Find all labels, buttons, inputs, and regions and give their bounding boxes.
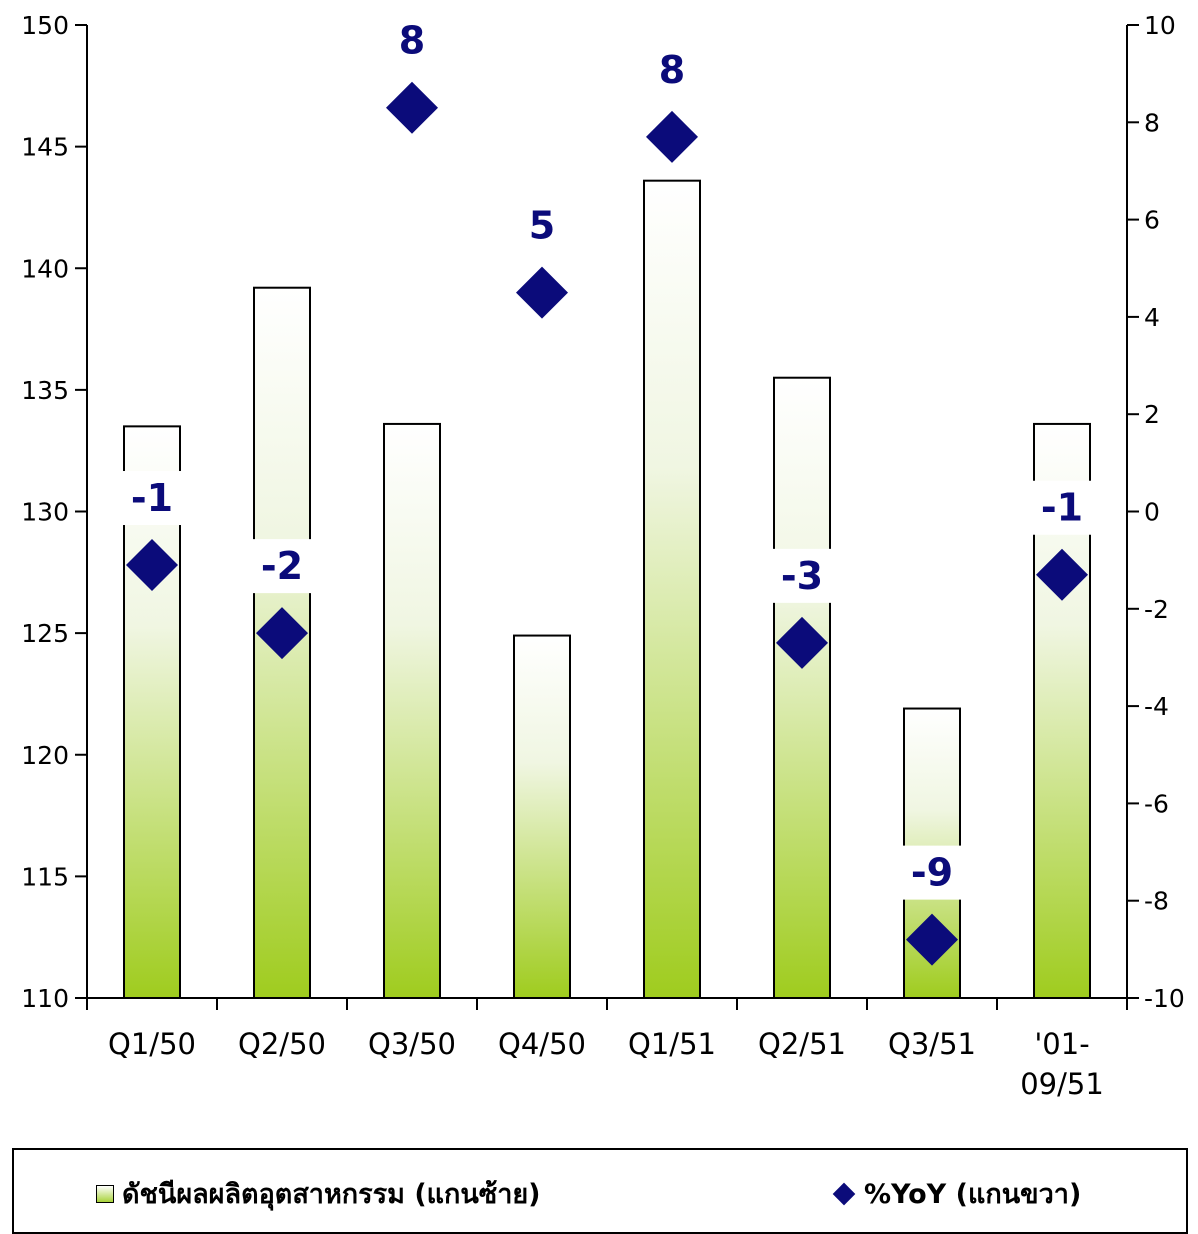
x-tick-label-line: Q2/50: [238, 1027, 326, 1061]
left-tick-label: 125: [21, 619, 69, 648]
left-tick-label: 115: [21, 862, 69, 891]
yoy-label: -1: [131, 476, 173, 520]
left-tick-label: 150: [21, 11, 69, 40]
x-tick-label: Q2/51: [758, 1027, 846, 1061]
yoy-label: -3: [781, 554, 823, 598]
x-tick-label-line: Q1/50: [108, 1027, 196, 1061]
left-tick-label: 130: [21, 498, 69, 527]
yoy-diamond: [1036, 548, 1088, 601]
x-tick-label: Q4/50: [498, 1027, 586, 1061]
yoy-label: -1: [1041, 486, 1083, 530]
axes: 110 115 120 125 130 135 140 145 150 -10 -8 -6 -4 -2 0 2…: [21, 11, 1185, 1101]
right-tick-label: 0: [1144, 498, 1160, 527]
left-tick-label: 140: [21, 254, 69, 283]
x-tick-label: Q3/51: [888, 1027, 976, 1061]
left-tick-label: 110: [21, 984, 69, 1013]
x-tick-label-line: Q2/51: [758, 1027, 846, 1061]
right-tick-label: -4: [1144, 692, 1169, 721]
right-tick-label: -2: [1144, 595, 1169, 624]
chart: 110 115 120 125 130 135 140 145 150 -10 -8 -6 -4 -2 0 2…: [21, 11, 1185, 1101]
x-tick-label: Q2/50: [238, 1027, 326, 1061]
yoy-label: -9: [911, 851, 953, 895]
right-tick-label: -10: [1144, 984, 1185, 1013]
yoy-label: 5: [529, 204, 555, 248]
yoy-diamond: [646, 110, 698, 163]
right-tick-label: -6: [1144, 789, 1169, 818]
yoy-label-bg: [120, 471, 184, 526]
x-tick-label: Q3/50: [368, 1027, 456, 1061]
yoy-diamond: [386, 81, 438, 134]
legend-bar-label: ดัชนีผลผลิตอุตสาหกรรม (แกนซ้าย): [122, 1179, 541, 1210]
x-tick-label: Q1/51: [628, 1027, 716, 1061]
x-tick-label-line: Q3/51: [888, 1027, 976, 1061]
left-tick-label: 120: [21, 741, 69, 770]
yoy-diamond: [906, 913, 958, 966]
bar: [513, 634, 571, 999]
x-tick-label: Q1/50: [108, 1027, 196, 1061]
yoy-label: 8: [399, 19, 425, 63]
yoy-diamond: [256, 607, 308, 660]
legend-item-yoy: %YoY (แกนขวา): [832, 1172, 1081, 1215]
right-tick-label: -8: [1144, 887, 1169, 916]
right-tick-label: 6: [1144, 206, 1160, 235]
right-tick-label: 2: [1144, 400, 1160, 429]
right-tick-label: 8: [1144, 108, 1160, 137]
bar: [643, 179, 701, 999]
left-tick-label: 145: [21, 133, 69, 162]
yoy-label: -2: [261, 544, 303, 588]
yoy-label-bg: [1030, 480, 1094, 535]
right-tick-label: 10: [1144, 11, 1176, 40]
x-tick-label-line: 09/51: [1020, 1067, 1104, 1101]
legend-diamond-icon: [832, 1182, 856, 1205]
yoy-diamond: [516, 266, 568, 319]
legend-bar-swatch-icon: [96, 1184, 114, 1203]
legend-item-index: ดัชนีผลผลิตอุตสาหกรรม (แกนซ้าย): [96, 1172, 541, 1215]
yoy-diamond: [126, 539, 178, 592]
legend: ดัชนีผลผลิตอุตสาหกรรม (แกนซ้าย) %YoY (แก…: [12, 1148, 1188, 1234]
legend-marker-label: %YoY (แกนขวา): [864, 1179, 1082, 1210]
x-tick-label-line: Q1/51: [628, 1027, 716, 1061]
x-tick-label-line: '01-: [1034, 1027, 1089, 1061]
x-tick-label-line: Q4/50: [498, 1027, 586, 1061]
yoy-markers: -1 -2 8 5 8 -3 -9 -1: [120, 19, 1094, 966]
left-tick-label: 135: [21, 376, 69, 405]
x-tick-label: '01- 09/51: [1020, 1027, 1104, 1101]
yoy-diamond: [776, 616, 828, 669]
yoy-label: 8: [659, 48, 685, 92]
right-tick-label: 4: [1144, 303, 1160, 332]
yoy-label-bg: [250, 539, 314, 594]
yoy-label-bg: [770, 548, 834, 603]
bar: [773, 376, 831, 999]
bar: [383, 422, 441, 999]
x-tick-label-line: Q3/50: [368, 1027, 456, 1061]
yoy-label-bg: [900, 845, 964, 900]
